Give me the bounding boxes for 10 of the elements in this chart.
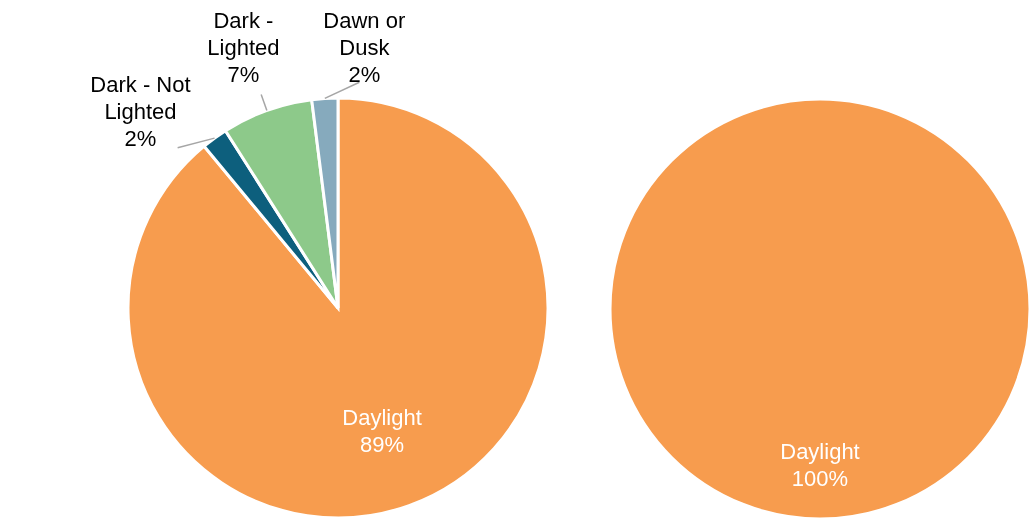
slice-label: Dawn or Dusk: [323, 8, 406, 60]
slice-label: Dark - Not Lighted: [90, 71, 191, 124]
data-label: 7%: [227, 62, 260, 87]
data-label: 2%: [348, 62, 381, 87]
data-label: 2%: [124, 125, 157, 151]
data-label: 100%: [791, 465, 849, 491]
slice-label: Daylight: [780, 438, 860, 464]
slice-label: Daylight: [342, 405, 422, 430]
data-label: 89%: [360, 432, 405, 457]
slice-label: Dark - Lighted: [207, 8, 280, 60]
